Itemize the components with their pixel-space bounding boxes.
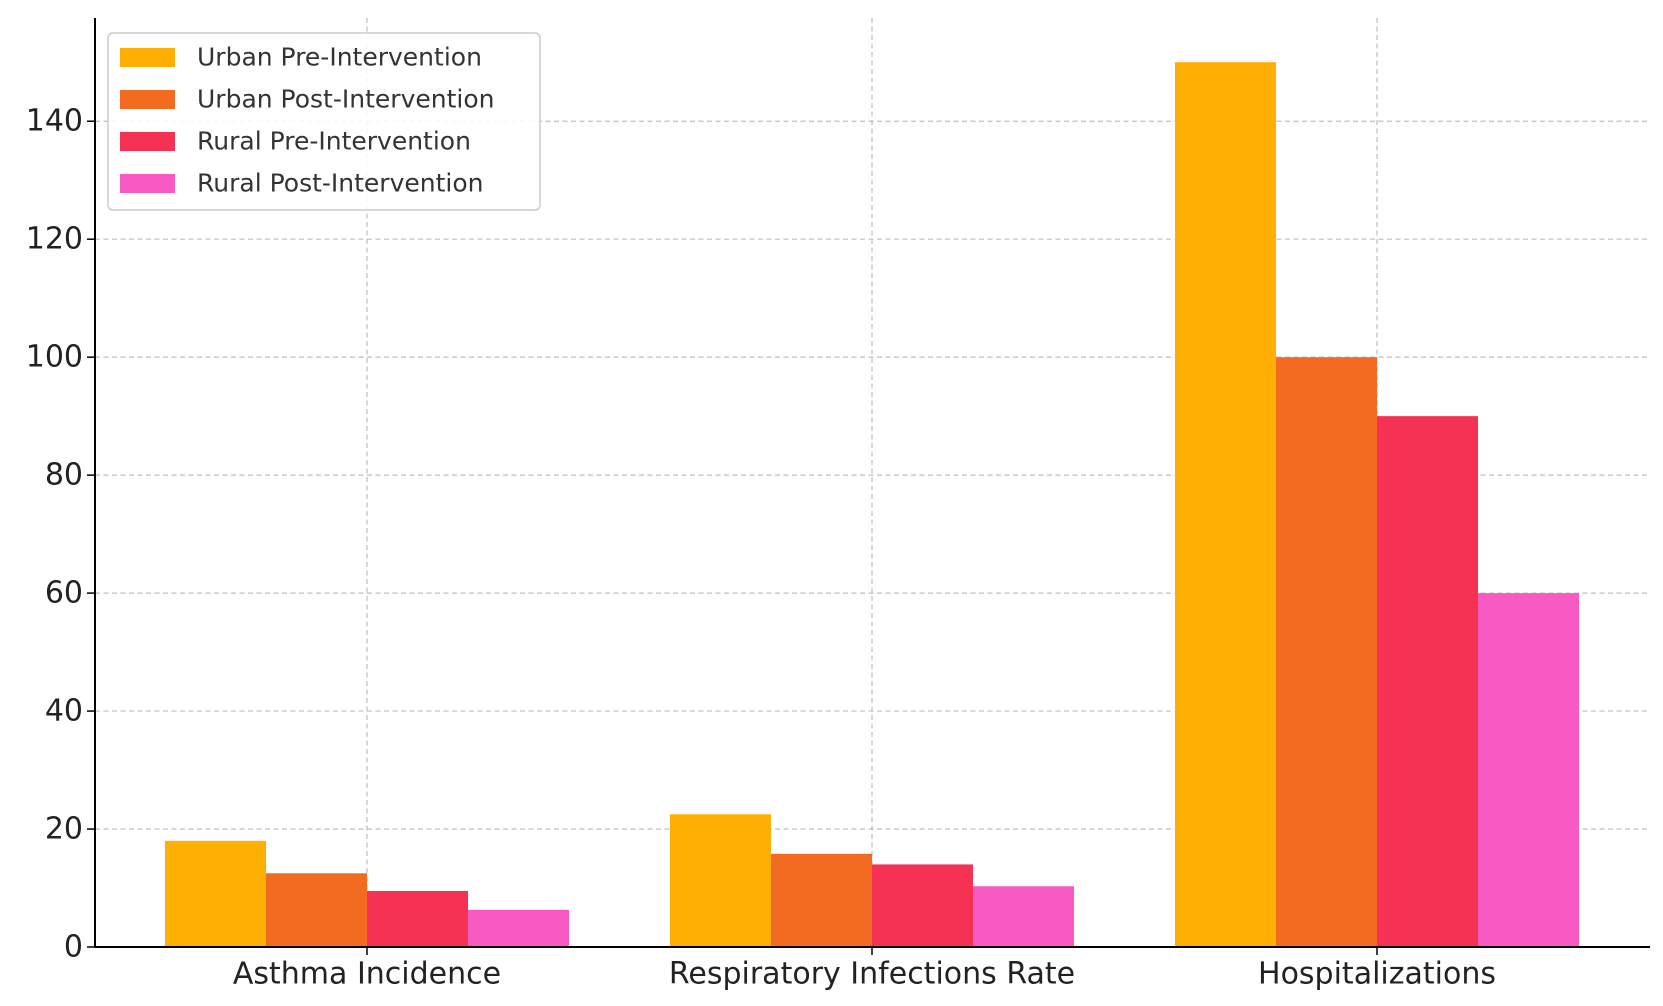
legend-swatch <box>120 90 175 109</box>
x-tick-label: Hospitalizations <box>1258 957 1496 992</box>
y-tick-label: 100 <box>26 340 83 375</box>
bars <box>165 62 1579 948</box>
legend-frame <box>107 32 541 211</box>
bar-urban-post-intervention-respiratory-infections-rate <box>771 853 872 947</box>
legend-swatch <box>120 48 175 67</box>
bar-rural-post-intervention-asthma-incidence <box>468 909 569 947</box>
y-axis-ticks: 0 20 40 60 80 100 120 140 <box>26 104 95 965</box>
y-tick-label: 140 <box>26 104 83 139</box>
legend-swatch <box>120 132 175 151</box>
y-tick-label: 0 <box>64 930 83 965</box>
legend-label: Urban Post-Intervention <box>197 85 494 114</box>
legend-label: Rural Post-Intervention <box>197 169 484 198</box>
bar-urban-pre-intervention-respiratory-infections-rate <box>670 814 771 947</box>
legend-label: Rural Pre-Intervention <box>197 127 471 156</box>
y-tick-label: 40 <box>45 694 83 729</box>
y-tick-label: 80 <box>45 458 83 493</box>
bar-urban-pre-intervention-hospitalizations <box>1175 62 1276 947</box>
x-tick-label: Asthma Incidence <box>233 957 501 992</box>
bar-rural-post-intervention-hospitalizations <box>1478 593 1579 947</box>
bar-rural-pre-intervention-asthma-incidence <box>367 890 468 947</box>
legend: Urban Pre-Intervention Urban Post-Interve… <box>107 32 541 211</box>
bar-urban-pre-intervention-asthma-incidence <box>165 840 266 947</box>
legend-label: Urban Pre-Intervention <box>197 43 482 72</box>
bar-rural-pre-intervention-respiratory-infections-rate <box>872 864 973 947</box>
y-tick-label: 60 <box>45 576 83 611</box>
y-tick-label: 20 <box>45 812 83 847</box>
bar-rural-post-intervention-respiratory-infections-rate <box>973 886 1074 947</box>
x-axis-ticks: Asthma Incidence Respiratory Infections R… <box>233 947 1496 992</box>
y-tick-label: 120 <box>26 222 83 257</box>
bar-urban-post-intervention-asthma-incidence <box>266 873 367 947</box>
bar-rural-pre-intervention-hospitalizations <box>1377 416 1478 948</box>
legend-swatch <box>120 174 175 193</box>
bar-urban-post-intervention-hospitalizations <box>1276 357 1377 948</box>
x-tick-label: Respiratory Infections Rate <box>669 957 1075 992</box>
